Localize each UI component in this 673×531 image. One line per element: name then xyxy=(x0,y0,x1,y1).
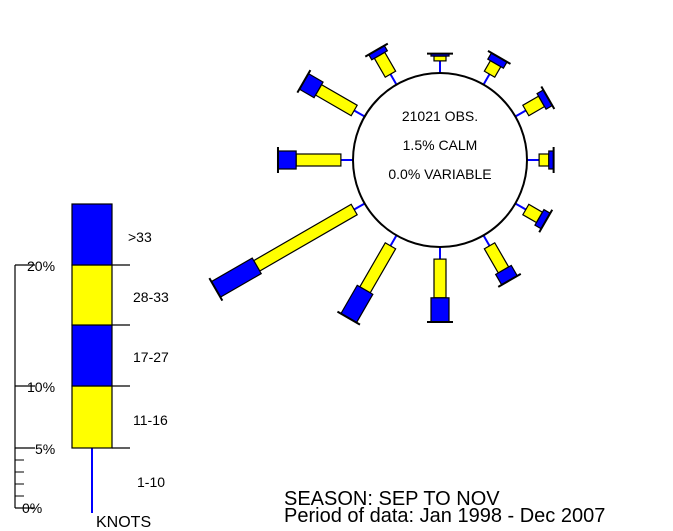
center-variable: 0.0% VARIABLE xyxy=(388,166,491,182)
legend-unit: KNOTS xyxy=(96,514,151,531)
scale-label-20: 20% xyxy=(27,258,55,274)
bar-270-class-17-27 xyxy=(277,150,297,170)
spoke-30 xyxy=(482,73,491,86)
bar-cap-300 xyxy=(296,69,312,94)
spoke-330 xyxy=(389,73,398,86)
bar-cap-120 xyxy=(538,209,554,233)
bar-cap-240 xyxy=(208,277,224,302)
bar-210-class-11-16 xyxy=(359,242,397,294)
season-caption: SEASON: SEP TO NOV xyxy=(284,488,500,510)
legend: 0% 5% 10% 20% 1-10 11-16 17-27 28-33 >33… xyxy=(14,203,169,531)
scale-label-10: 10% xyxy=(27,379,55,395)
legend-class-28-33 xyxy=(71,264,113,326)
legend-class-11-16 xyxy=(71,385,113,449)
scale-label-0: 0% xyxy=(22,500,42,516)
bar-180-class-11-16 xyxy=(433,258,447,299)
center-circle xyxy=(352,72,528,248)
bar-cap-30 xyxy=(487,50,511,65)
spoke-150 xyxy=(482,234,491,247)
direction-bars xyxy=(208,42,556,326)
direction-spokes xyxy=(340,60,540,260)
bar-240-class-11-16 xyxy=(252,203,358,272)
bar-cap-330 xyxy=(364,42,389,58)
scale-label-5: 5% xyxy=(35,441,55,457)
bar-270-class-11-16 xyxy=(295,153,342,167)
spoke-60 xyxy=(514,109,527,118)
legend-label-28-33: 28-33 xyxy=(133,289,169,305)
spoke-210 xyxy=(389,234,398,247)
spoke-240 xyxy=(353,202,366,211)
legend-label-over-33: >33 xyxy=(128,229,152,245)
legend-class-17-27 xyxy=(71,324,113,387)
bar-0-class-11-16 xyxy=(433,55,447,62)
center-observations: 21021 OBS. xyxy=(402,108,478,124)
bar-90-class-11-16 xyxy=(538,153,550,167)
spoke-120 xyxy=(514,202,527,211)
legend-class-over-33 xyxy=(71,203,113,266)
bar-cap-210 xyxy=(336,310,361,326)
bar-180-class-17-27 xyxy=(430,297,450,323)
period-caption: Period of data: Jan 1998 - Dec 2007 xyxy=(284,505,605,527)
spoke-300 xyxy=(353,109,366,118)
legend-label-11-16: 11-16 xyxy=(133,412,168,428)
bar-cap-150 xyxy=(497,273,522,288)
legend-label-17-27: 17-27 xyxy=(133,349,169,365)
bar-240-class-17-27 xyxy=(210,257,263,299)
bar-cap-60 xyxy=(540,85,556,110)
bar-300-class-11-16 xyxy=(314,83,358,117)
center-calm: 1.5% CALM xyxy=(403,137,478,153)
legend-label-1-10: 1-10 xyxy=(137,474,165,490)
